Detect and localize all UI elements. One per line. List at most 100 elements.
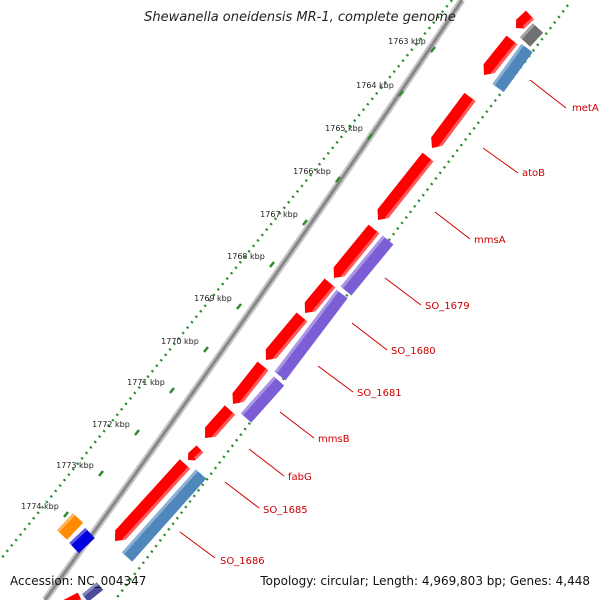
gene-block-forward-body	[232, 361, 269, 405]
gene-block-reverse	[340, 235, 394, 296]
tick-mark	[430, 46, 436, 53]
gene-block-forward	[265, 312, 308, 360]
gene-block-forward	[515, 10, 535, 29]
gene-block-forward-body	[483, 35, 518, 76]
tick-mark	[335, 176, 341, 183]
feature-block-blue-body	[69, 527, 95, 554]
feature-block-blue	[69, 527, 95, 554]
gene-leader-line	[179, 531, 216, 559]
gene-leader-line	[351, 322, 388, 351]
backbone-shadow	[42, 0, 465, 603]
map-title: Shewanella oneidensis MR-1, complete gen…	[144, 10, 456, 25]
gene-block-forward-highlight	[193, 450, 204, 460]
tick-label: 1764 kbp	[356, 81, 394, 90]
feature-block-orange-body	[56, 513, 84, 540]
tick-label: 1763 kbp	[388, 37, 426, 46]
gene-block-forward	[333, 224, 380, 279]
gene-block-forward-body	[431, 92, 476, 148]
gene-block-reverse	[274, 289, 348, 381]
gene-label: mmsB	[318, 434, 350, 445]
gene-block-forward-highlight	[311, 285, 336, 313]
inner-dot-track	[114, 4, 569, 601]
gene-block-forward	[188, 445, 204, 461]
gene-label: atoB	[522, 168, 545, 179]
tick-dot-track	[0, 0, 569, 601]
gene-block-forward-body	[205, 405, 236, 438]
gene-leader-line	[224, 481, 260, 509]
gene-block-reverse-highlight	[492, 43, 524, 86]
tick-mark	[63, 511, 69, 518]
gene-block-reverse	[240, 376, 285, 423]
genome-backbone	[42, 0, 465, 603]
tick-label: 1766 kbp	[293, 167, 331, 176]
gene-block-reverse-highlight	[121, 469, 199, 555]
gene-block-forward-body	[515, 10, 535, 29]
gene-block-reverse-body	[492, 43, 533, 93]
gene-block-forward	[377, 152, 434, 221]
gene-block-forward	[55, 592, 83, 605]
tick-mark	[203, 346, 209, 353]
accession-text: Accession: NC_004347	[10, 574, 147, 588]
gene-block-reverse-highlight	[81, 582, 99, 597]
feature-block-orange	[56, 513, 84, 540]
gene-block-reverse	[519, 23, 544, 47]
gene-block-forward-highlight	[522, 17, 535, 29]
gene-leader-line	[529, 79, 567, 109]
gene-label: metA	[572, 103, 599, 114]
gene-block-reverse-highlight	[274, 289, 339, 374]
gene-block-forward-body	[188, 445, 204, 461]
gene-block-forward-highlight	[384, 159, 434, 220]
gene-label: SO_1679	[425, 301, 470, 312]
gene-leader-line	[434, 211, 471, 240]
gene-label: SO_1685	[263, 505, 308, 516]
gene-block-forward	[431, 92, 476, 148]
gene-block-forward-body	[333, 224, 380, 279]
gene-block-reverse-highlight	[519, 23, 536, 40]
tick-label: 1768 kbp	[227, 252, 265, 261]
topology-text: Topology: circular; Length: 4,969,803 bp…	[260, 574, 590, 588]
gene-label: mmsA	[474, 235, 506, 246]
gene-block-reverse-body	[519, 23, 544, 47]
gene-labels: metA atoB mmsA SO_1679 SO_1680 SO_1681 mmsB fab…	[179, 79, 599, 567]
gene-block-forward	[205, 405, 236, 439]
tick-mark	[398, 90, 404, 97]
gene-label: SO_1680	[391, 346, 436, 357]
gene-block-reverse-body	[240, 376, 285, 423]
gene-block-forward	[304, 278, 336, 313]
gene-leader-line	[279, 411, 315, 439]
tick-mark	[269, 261, 275, 268]
gene-label: SO_1681	[357, 388, 402, 399]
kbp-ticks: 1763 kbp 1764 kbp 1765 kbp 1766 kbp 1767 kbp…	[21, 37, 436, 518]
tick-label: 1767 kbp	[260, 210, 298, 219]
gene-block-forward	[232, 361, 269, 405]
tick-label: 1772 kbp	[92, 420, 130, 429]
tick-mark	[169, 387, 175, 394]
gene-label: SO_1686	[220, 556, 265, 567]
tick-label: 1770 kbp	[161, 337, 199, 346]
gene-block-forward-highlight	[438, 99, 476, 148]
gene-block-reverse-body	[121, 469, 207, 562]
tick-label: 1774 kbp	[21, 502, 59, 511]
gene-block-forward	[483, 35, 518, 76]
tick-label: 1765 kbp	[325, 124, 363, 133]
feature-block-orange-highlight	[56, 513, 76, 533]
gene-block-forward-highlight	[340, 231, 380, 278]
tick-label: 1769 kbp	[194, 294, 232, 303]
gene-block-forward-body	[265, 312, 308, 360]
gene-block-forward-highlight	[490, 42, 518, 75]
gene-block-forward	[115, 459, 191, 542]
gene-leader-line	[384, 277, 422, 306]
gene-features	[55, 10, 544, 605]
backbone-line	[43, 0, 464, 601]
tick-label: 1771 kbp	[127, 378, 165, 387]
gene-block-reverse-highlight	[340, 235, 385, 289]
feature-block-blue-highlight	[69, 527, 88, 546]
tick-mark	[302, 219, 308, 226]
gene-block-forward-body	[304, 278, 336, 313]
gene-block-reverse	[81, 582, 104, 602]
gene-block-reverse-body	[340, 235, 394, 296]
gene-block-forward-highlight	[239, 368, 269, 404]
gene-block-forward-body	[115, 459, 191, 541]
gene-block-forward-highlight	[211, 412, 236, 439]
